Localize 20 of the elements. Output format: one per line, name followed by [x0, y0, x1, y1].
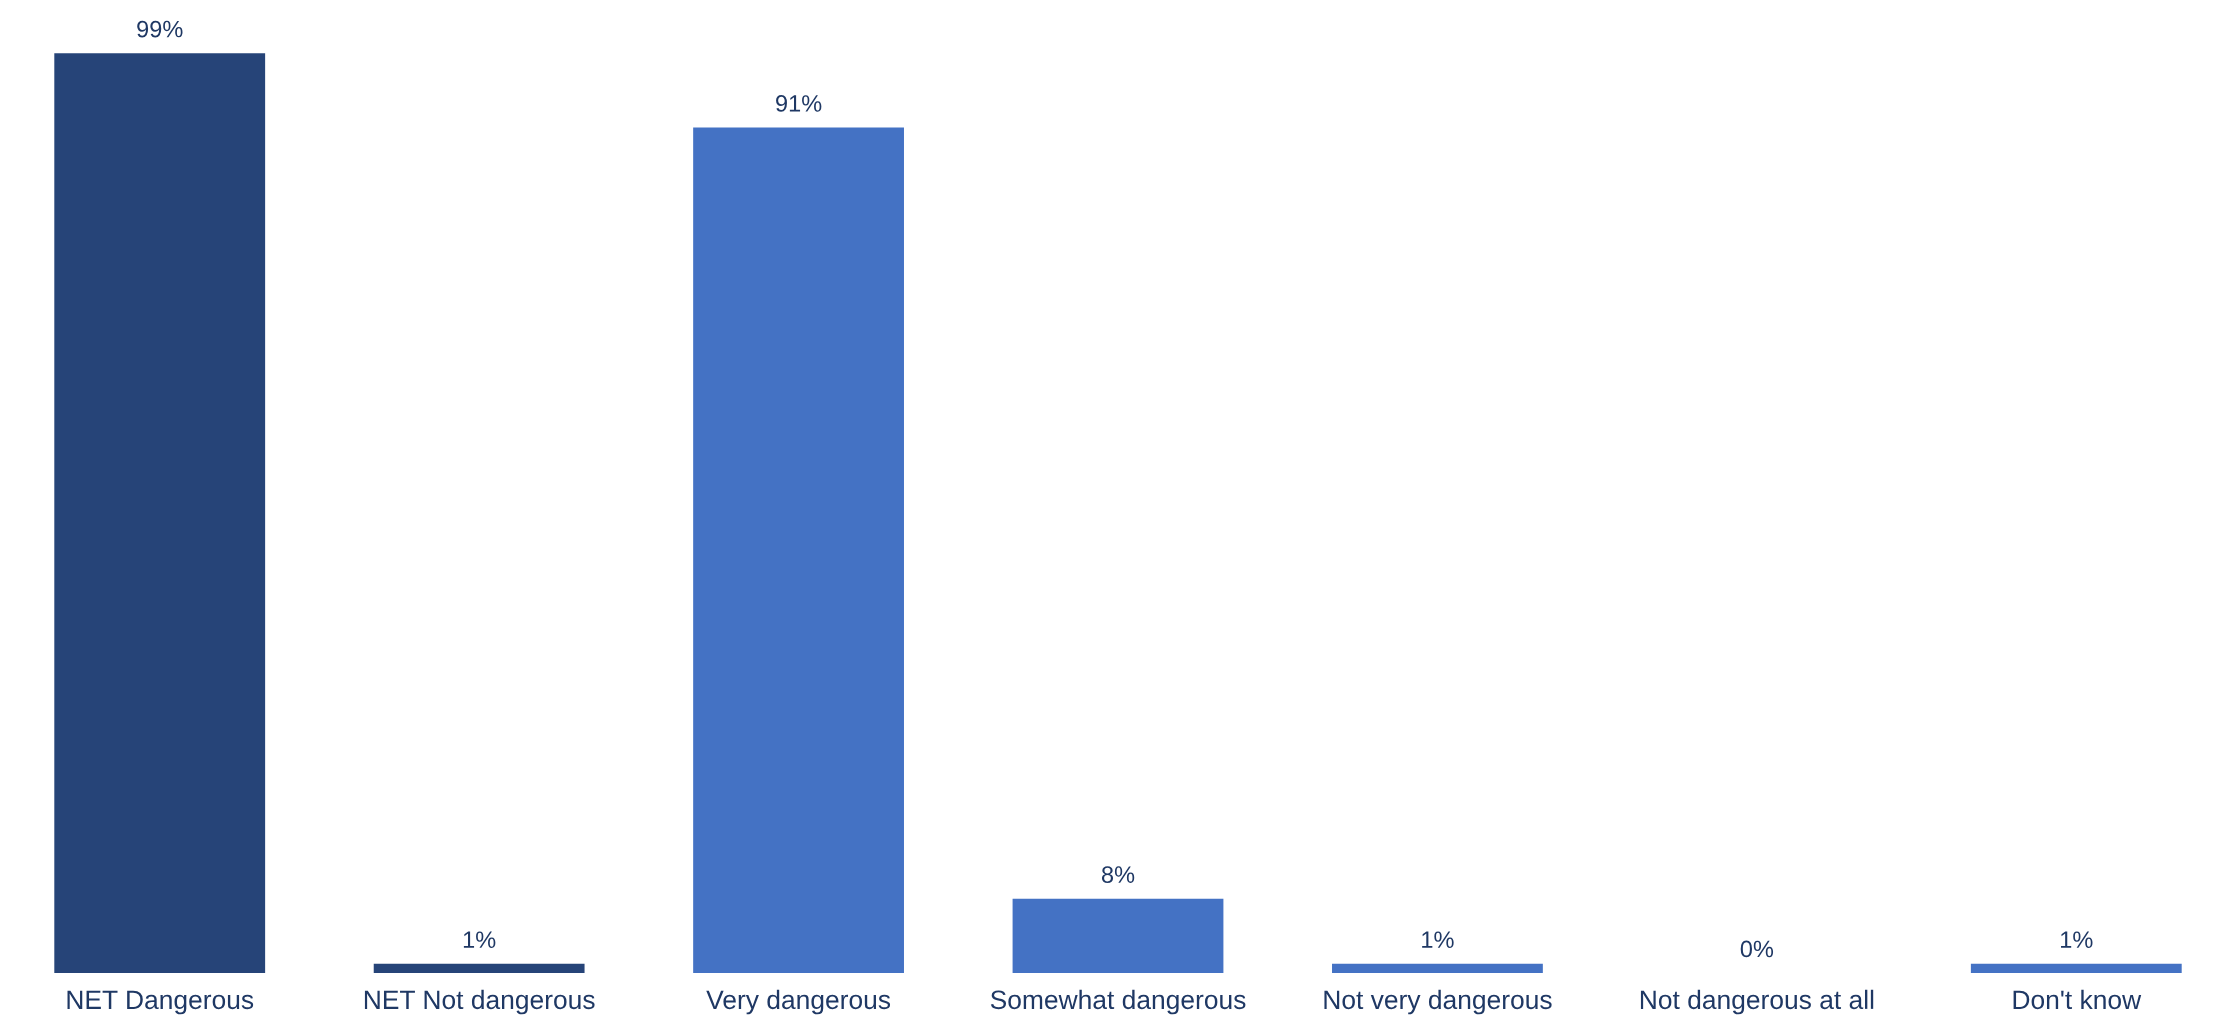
bar	[373, 963, 585, 974]
x-tick-label: Not dangerous at all	[1640, 989, 1874, 1015]
data-label: 0%	[1740, 940, 1774, 958]
data-label: 8%	[1101, 866, 1135, 883]
x-tick-label: Not very dangerous	[1324, 989, 1552, 1015]
data-label: 99%	[137, 20, 183, 38]
x-tick-label: Don't know	[2013, 989, 2142, 1010]
x-tick-label: Somewhat dangerous	[990, 989, 1246, 1015]
bar	[1012, 898, 1224, 974]
bar	[1332, 963, 1543, 974]
x-tick-label: NET Not dangerous	[364, 989, 595, 1015]
x-tick-label: Very dangerous	[706, 989, 891, 1015]
data-label: 1%	[2061, 931, 2093, 948]
bar	[54, 53, 266, 974]
data-label: 1%	[463, 931, 496, 948]
bar	[1970, 963, 2182, 974]
bar	[693, 127, 904, 974]
data-label: 1%	[1422, 931, 1454, 948]
x-tick-label: NET Dangerous	[67, 990, 254, 1015]
data-label: 91%	[776, 95, 822, 112]
